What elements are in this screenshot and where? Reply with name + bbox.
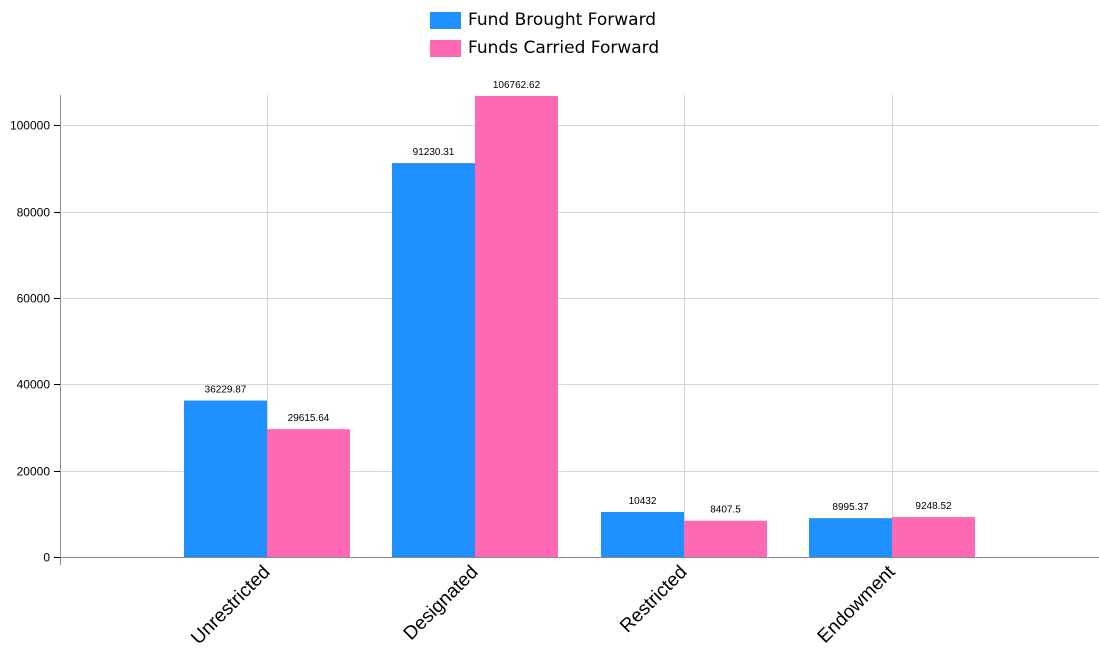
legend-item-funds-carried-forward: Funds Carried Forward <box>430 34 659 62</box>
data-label-funds-carried-forward-designated: 106762.62 <box>493 80 541 91</box>
x-tick-label-designated: Designated <box>400 562 483 645</box>
data-label-fund-brought-forward-designated: 91230.31 <box>413 147 455 158</box>
bar-fund-brought-forward-endowment <box>809 518 892 557</box>
bar-funds-carried-forward-unrestricted <box>267 429 350 557</box>
x-tick-label-unrestricted: Unrestricted <box>187 562 274 649</box>
bar-fund-brought-forward-unrestricted <box>184 400 267 557</box>
bar-funds-carried-forward-designated <box>475 96 558 557</box>
data-label-fund-brought-forward-unrestricted: 36229.87 <box>205 385 247 396</box>
bar-funds-carried-forward-restricted <box>684 520 767 557</box>
data-label-fund-brought-forward-endowment: 8995.37 <box>832 502 869 513</box>
data-label-fund-brought-forward-restricted: 10432 <box>629 496 657 507</box>
legend-label-funds-carried-forward: Funds Carried Forward <box>468 38 660 58</box>
legend-swatch-funds-carried-forward <box>430 39 461 57</box>
legend-label-fund-brought-forward: Fund Brought Forward <box>468 10 657 30</box>
data-label-funds-carried-forward-endowment: 9248.52 <box>915 501 952 512</box>
y-tick-label: 100000 <box>10 119 50 133</box>
y-tick-label: 0 <box>43 551 50 565</box>
y-tick-label: 20000 <box>17 465 51 479</box>
bar-fund-brought-forward-restricted <box>601 511 684 557</box>
data-label-funds-carried-forward-unrestricted: 29615.64 <box>288 413 330 424</box>
x-tick-label-restricted: Restricted <box>616 562 691 637</box>
data-label-funds-carried-forward-restricted: 8407.5 <box>710 505 741 516</box>
y-tick-label: 80000 <box>17 206 51 220</box>
chart-legend: Fund Brought Forward Funds Carried Forwa… <box>430 6 659 62</box>
x-tick-label-endowment: Endowment <box>814 561 900 647</box>
legend-swatch-fund-brought-forward <box>430 11 461 29</box>
bar-fund-brought-forward-designated <box>392 163 475 557</box>
y-tick-label: 60000 <box>17 292 51 306</box>
legend-item-fund-brought-forward: Fund Brought Forward <box>430 6 659 34</box>
y-tick-label: 40000 <box>17 378 51 392</box>
bar-funds-carried-forward-endowment <box>892 517 975 557</box>
